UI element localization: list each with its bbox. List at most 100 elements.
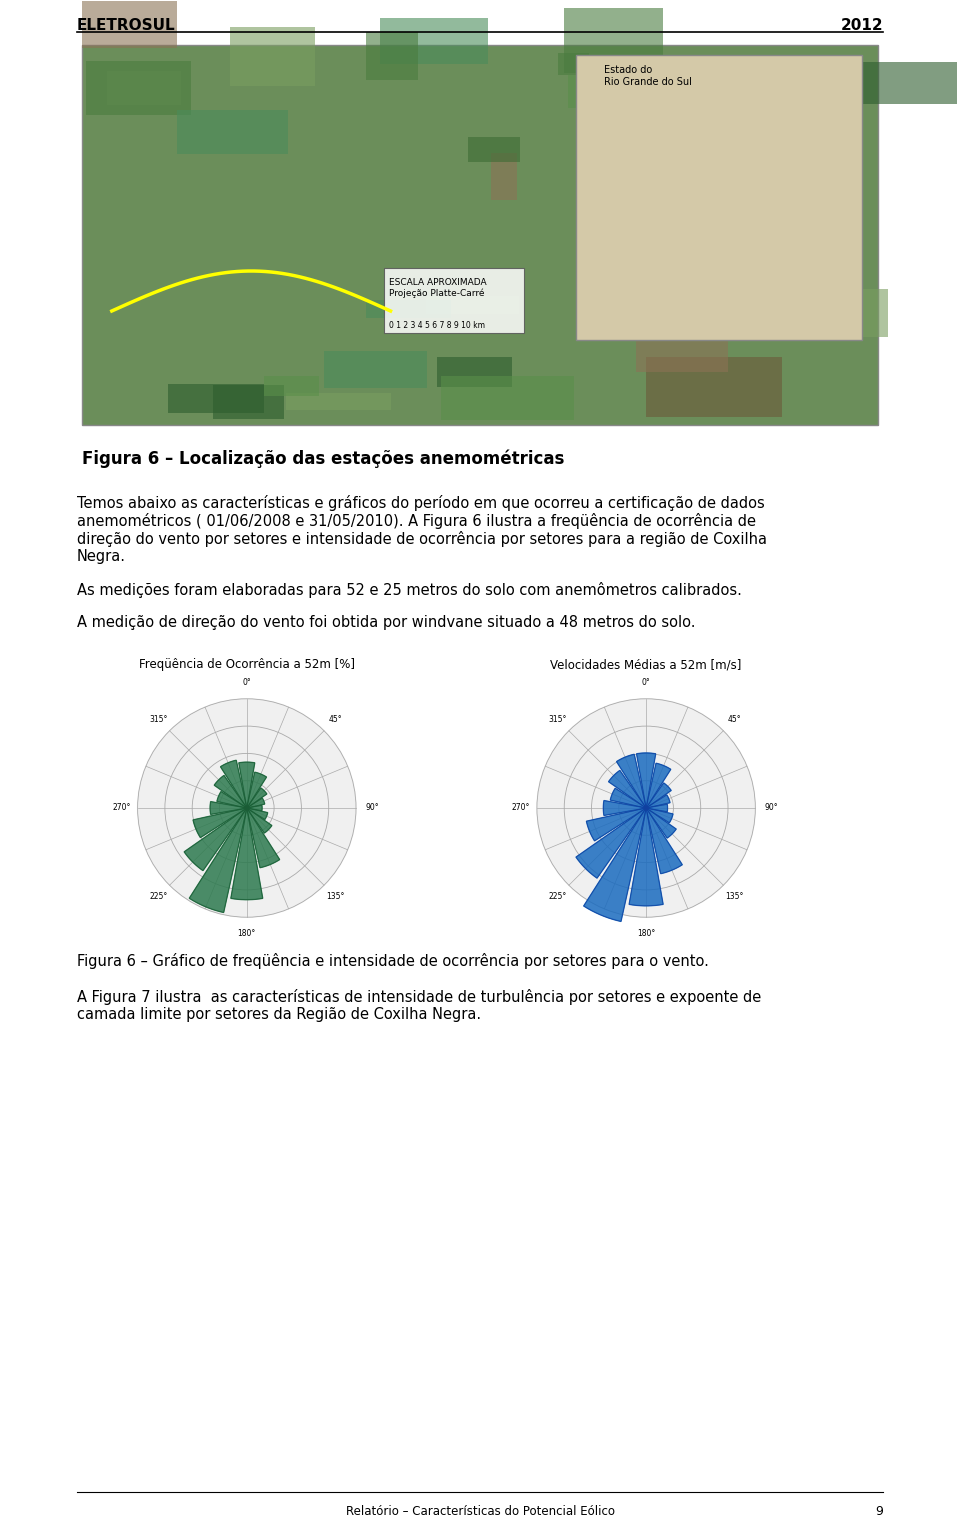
Polygon shape	[646, 764, 671, 808]
Polygon shape	[587, 808, 646, 841]
Text: As medições foram elaboradas para 52 e 25 metros do solo com anemômetros calibra: As medições foram elaboradas para 52 e 2…	[77, 582, 742, 599]
Text: camada limite por setores da Região de Coxilha Negra.: camada limite por setores da Região de C…	[77, 1006, 481, 1022]
Bar	[848, 61, 957, 104]
Text: anemométricos ( 01/06/2008 e 31/05/2010). A Figura 6 ilustra a freqüência de oco: anemométricos ( 01/06/2008 e 31/05/2010)…	[77, 513, 756, 528]
Polygon shape	[221, 760, 247, 808]
Polygon shape	[646, 796, 670, 808]
Circle shape	[137, 699, 356, 918]
Text: Projeção Platte-Carré: Projeção Platte-Carré	[390, 289, 485, 298]
Polygon shape	[217, 791, 247, 808]
Bar	[646, 357, 782, 417]
Bar	[168, 385, 264, 414]
Bar	[177, 110, 288, 154]
Text: Negra.: Negra.	[77, 550, 126, 563]
Bar	[610, 264, 692, 307]
Polygon shape	[636, 753, 656, 808]
Bar	[733, 58, 755, 98]
Text: 225°: 225°	[149, 892, 167, 901]
Polygon shape	[646, 808, 676, 838]
Text: 315°: 315°	[548, 715, 566, 724]
Polygon shape	[239, 762, 254, 808]
Polygon shape	[247, 805, 262, 811]
Polygon shape	[230, 808, 263, 899]
Polygon shape	[646, 808, 673, 823]
Text: 135°: 135°	[726, 892, 744, 901]
Text: 180°: 180°	[637, 928, 656, 938]
Text: 0°: 0°	[243, 678, 252, 687]
Text: 90°: 90°	[365, 803, 379, 812]
Polygon shape	[584, 808, 646, 921]
Bar	[86, 61, 191, 115]
Text: 45°: 45°	[328, 715, 342, 724]
Polygon shape	[214, 776, 247, 808]
Text: 0 1 2 3 4 5 6 7 8 9 10 km: 0 1 2 3 4 5 6 7 8 9 10 km	[390, 321, 486, 330]
Bar	[82, 44, 878, 425]
Bar	[636, 330, 729, 373]
Text: ESCALA APROXIMADA: ESCALA APROXIMADA	[390, 278, 487, 287]
Circle shape	[537, 699, 756, 918]
Bar	[578, 270, 606, 299]
Bar	[857, 290, 888, 336]
Polygon shape	[629, 808, 663, 906]
Bar	[441, 376, 574, 420]
Polygon shape	[603, 800, 646, 815]
Polygon shape	[247, 808, 272, 834]
Polygon shape	[646, 808, 683, 873]
Text: 315°: 315°	[149, 715, 167, 724]
Text: ELETROSUL: ELETROSUL	[77, 18, 176, 34]
Text: Estado do: Estado do	[604, 66, 653, 75]
Polygon shape	[247, 808, 279, 867]
Polygon shape	[611, 788, 646, 808]
Bar	[567, 75, 609, 108]
Text: 270°: 270°	[512, 803, 530, 812]
Text: 180°: 180°	[238, 928, 256, 938]
Text: Temos abaixo as características e gráficos do período em que ocorreu a certifica: Temos abaixo as características e gráfic…	[77, 495, 764, 512]
Polygon shape	[576, 808, 646, 878]
Bar	[366, 32, 419, 81]
Polygon shape	[609, 771, 646, 808]
Bar	[380, 18, 488, 64]
Polygon shape	[184, 808, 247, 870]
Polygon shape	[247, 773, 267, 808]
Bar	[564, 8, 662, 73]
Polygon shape	[646, 783, 671, 808]
Bar	[264, 376, 319, 395]
Text: Velocidades Médias a 52m [m/s]: Velocidades Médias a 52m [m/s]	[550, 658, 742, 670]
Bar	[324, 351, 426, 388]
Text: A Figura 7 ilustra  as características de intensidade de turbulência por setores: A Figura 7 ilustra as características de…	[77, 989, 761, 1005]
Bar	[579, 275, 612, 313]
Text: 45°: 45°	[728, 715, 741, 724]
Bar	[612, 157, 665, 200]
Polygon shape	[616, 754, 646, 808]
Text: A medição de direção do vento foi obtida por windvane situado a 48 metros do sol: A medição de direção do vento foi obtida…	[77, 615, 695, 631]
Polygon shape	[247, 799, 265, 808]
Polygon shape	[189, 808, 247, 913]
Text: 2012: 2012	[841, 18, 883, 34]
Bar	[213, 385, 284, 418]
Bar	[558, 53, 588, 75]
Polygon shape	[193, 808, 247, 838]
Bar	[230, 27, 315, 86]
Bar	[83, 2, 177, 47]
Bar	[468, 137, 520, 162]
Bar	[384, 269, 524, 333]
Text: 135°: 135°	[326, 892, 345, 901]
Bar	[366, 299, 451, 318]
Text: Rio Grande do Sul: Rio Grande do Sul	[604, 76, 692, 87]
Text: 90°: 90°	[764, 803, 779, 812]
Bar	[437, 357, 512, 386]
Polygon shape	[247, 788, 267, 808]
Text: direção do vento por setores e intensidade de ocorrência por setores para a regi: direção do vento por setores e intensida…	[77, 531, 767, 547]
Text: Freqüência de Ocorrência a 52m [%]: Freqüência de Ocorrência a 52m [%]	[139, 658, 355, 670]
Text: 0°: 0°	[641, 678, 651, 687]
Bar	[426, 296, 519, 315]
Bar	[286, 392, 391, 409]
Text: 225°: 225°	[548, 892, 566, 901]
Bar	[576, 55, 862, 341]
Polygon shape	[210, 802, 247, 814]
Text: 9: 9	[876, 1506, 883, 1518]
Text: Relatório – Características do Potencial Eólico: Relatório – Características do Potencial…	[346, 1506, 614, 1518]
Bar	[107, 72, 180, 105]
Text: 270°: 270°	[112, 803, 131, 812]
Polygon shape	[646, 805, 667, 812]
